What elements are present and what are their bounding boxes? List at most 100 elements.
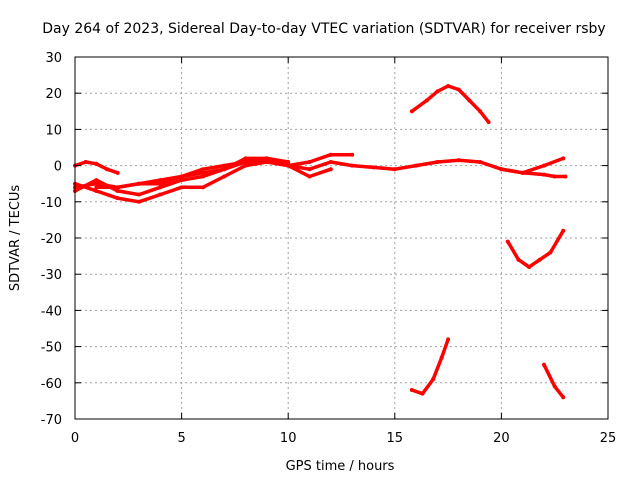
- data-point: [94, 181, 99, 186]
- data-point: [414, 163, 419, 168]
- data-point: [94, 185, 99, 190]
- data-point: [542, 172, 547, 177]
- data-point: [499, 167, 504, 172]
- data-point: [328, 152, 333, 157]
- data-point: [537, 257, 542, 262]
- data-point: [115, 196, 120, 201]
- data-point: [446, 337, 451, 342]
- data-point: [200, 174, 205, 179]
- data-point: [286, 159, 291, 164]
- data-point: [136, 199, 141, 204]
- y-tick-label: -20: [41, 232, 62, 247]
- data-point: [115, 185, 120, 190]
- series-track-5: [94, 156, 290, 190]
- data-point: [264, 156, 269, 161]
- data-point: [561, 156, 566, 161]
- data-point: [307, 159, 312, 164]
- y-tick-label: -50: [41, 341, 62, 356]
- data-point: [350, 163, 355, 168]
- x-tick-label: 15: [387, 431, 404, 446]
- x-tick-label: 10: [280, 431, 297, 446]
- series-track-7: [410, 84, 491, 124]
- data-point: [431, 377, 436, 382]
- y-axis-label: SDTVAR / TECUs: [8, 185, 23, 292]
- data-point: [350, 152, 355, 157]
- data-point: [200, 185, 205, 190]
- data-point: [222, 174, 227, 179]
- data-point: [179, 185, 184, 190]
- data-point: [548, 250, 553, 255]
- data-point: [435, 89, 440, 94]
- data-point: [552, 384, 557, 389]
- data-point: [409, 109, 414, 114]
- data-point: [439, 355, 444, 360]
- data-point: [328, 159, 333, 164]
- data-point: [158, 178, 163, 183]
- series-track-8: [506, 229, 565, 269]
- data-point: [200, 170, 205, 175]
- data-point: [435, 159, 440, 164]
- data-point: [456, 87, 461, 92]
- y-tick-label: 20: [45, 87, 62, 102]
- data-point: [94, 178, 99, 183]
- data-point: [243, 159, 248, 164]
- data-point: [179, 178, 184, 183]
- data-point: [328, 167, 333, 172]
- y-tick-label: -60: [41, 377, 62, 392]
- data-point: [158, 192, 163, 197]
- data-point: [561, 228, 566, 233]
- data-point: [94, 161, 99, 166]
- data-point: [516, 257, 521, 262]
- data-point: [136, 181, 141, 186]
- y-tick-label: -10: [41, 196, 62, 211]
- data-point: [478, 109, 483, 114]
- data-point: [392, 167, 397, 172]
- data-point: [371, 165, 376, 170]
- y-tick-label: 10: [45, 123, 62, 138]
- data-point: [456, 158, 461, 163]
- data-point: [552, 174, 557, 179]
- data-point: [409, 388, 414, 393]
- data-point: [286, 163, 291, 168]
- data-point: [243, 156, 248, 161]
- data-point: [467, 98, 472, 103]
- series-track-10: [542, 362, 565, 400]
- data-point: [561, 395, 566, 400]
- series-track-2: [73, 156, 565, 190]
- y-tick-label: -30: [41, 268, 62, 283]
- data-point: [200, 167, 205, 172]
- data-point: [158, 181, 163, 186]
- x-axis-label: GPS time / hours: [286, 459, 395, 474]
- data-point: [527, 264, 532, 269]
- grid: [75, 57, 608, 419]
- series-track-3: [73, 152, 354, 197]
- data-point: [505, 239, 510, 244]
- x-tick-label: 20: [493, 431, 510, 446]
- data-point: [420, 391, 425, 396]
- data-point: [222, 163, 227, 168]
- data-point: [83, 159, 88, 164]
- data-point: [424, 98, 429, 103]
- x-tick-label: 25: [600, 431, 617, 446]
- data-point: [179, 174, 184, 179]
- data-point: [542, 163, 547, 168]
- x-tick-label: 0: [71, 431, 79, 446]
- series-track-9: [410, 337, 450, 396]
- y-tick-label: 30: [45, 51, 62, 66]
- data-point: [446, 83, 451, 88]
- data-point: [222, 167, 227, 172]
- axis-ticks: 0 5 10 15 20 25 -70 -60 -50 -40 -30 -20 -10 0 10 20 30: [41, 51, 617, 446]
- x-tick-label: 5: [177, 431, 185, 446]
- data-point: [94, 188, 99, 193]
- y-tick-label: -70: [41, 413, 62, 428]
- y-tick-label: 0: [54, 160, 62, 175]
- data-point: [264, 159, 269, 164]
- data-point: [478, 159, 483, 164]
- data-point: [158, 185, 163, 190]
- data-point: [136, 192, 141, 197]
- data-point: [243, 163, 248, 168]
- y-tick-label: -40: [41, 304, 62, 319]
- data-point: [542, 362, 547, 367]
- data-point: [307, 174, 312, 179]
